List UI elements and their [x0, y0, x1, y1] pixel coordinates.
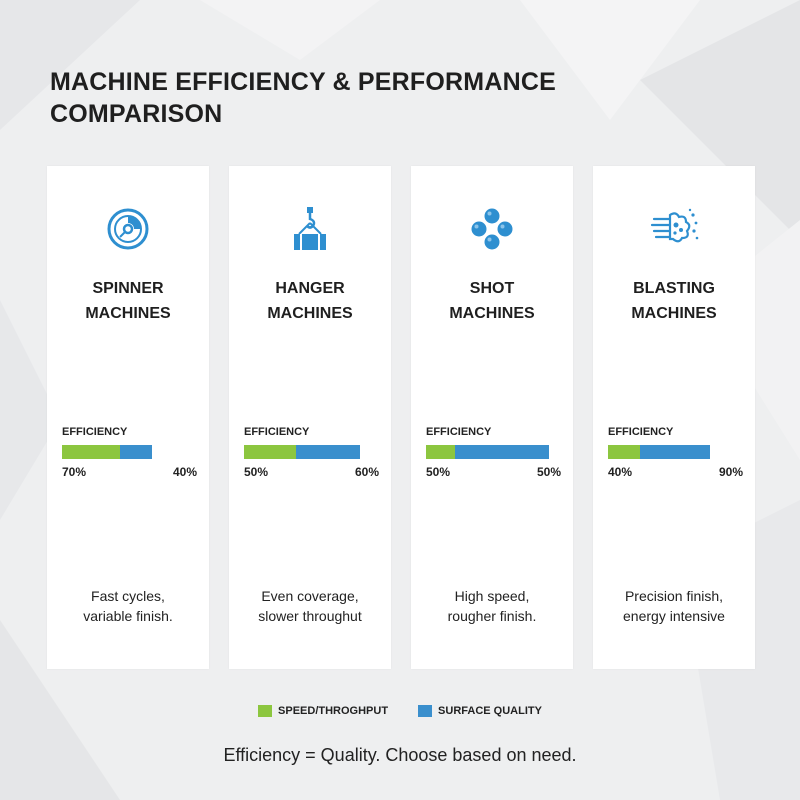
- legend-label-speed: SPEED/THROGHPUT: [278, 705, 389, 717]
- quality-value: 50%: [536, 465, 561, 479]
- speed-bar-segment: [244, 445, 296, 459]
- machine-note-line1: Precision finish,: [624, 588, 724, 604]
- machine-note: Even coverage, slower throughut: [229, 586, 391, 626]
- speed-value: 40%: [608, 465, 633, 479]
- legend-label-quality: SURFACE QUALITY: [438, 705, 542, 717]
- machine-name-line2: MACHINES: [267, 305, 353, 322]
- efficiency-label: EFFICIENCY: [426, 426, 492, 438]
- speed-value: 70%: [62, 465, 87, 479]
- machine-name-line1: SHOT: [469, 280, 515, 297]
- legend-item-speed: SPEED/THROGHPUT: [258, 705, 388, 717]
- machine-card: BLASTING MACHINES EFFICIENCY 40% 90% Pre…: [593, 166, 755, 669]
- machine-card: HANGER MACHINES EFFICIENCY 50% 60% Even …: [229, 166, 391, 669]
- machine-name-line2: MACHINES: [631, 305, 717, 322]
- machine-note: Fast cycles, variable finish.: [47, 586, 209, 626]
- speed-value: 50%: [426, 465, 451, 479]
- efficiency-bar: [426, 445, 549, 459]
- page-title: MACHINE EFFICIENCY & PERFORMANCE COMPARI…: [50, 68, 556, 128]
- hanger-hook-icon: [282, 201, 338, 257]
- quality-value: 90%: [718, 465, 743, 479]
- chart-legend: SPEED/THROGHPUT SURFACE QUALITY: [0, 705, 800, 717]
- speed-value: 50%: [244, 465, 269, 479]
- machine-card: SHOT MACHINES EFFICIENCY 50% 50% High sp…: [411, 166, 573, 669]
- efficiency-bar: [244, 445, 360, 459]
- machine-name: HANGER MACHINES: [229, 276, 391, 326]
- machine-note-line2: slower throughut: [258, 608, 362, 624]
- shot-balls-icon: [464, 201, 520, 257]
- legend-swatch-speed: [258, 705, 273, 717]
- machine-note-line1: High speed,: [454, 588, 530, 604]
- machine-name: BLASTING MACHINES: [593, 276, 755, 326]
- efficiency-bar: [608, 445, 710, 459]
- efficiency-label: EFFICIENCY: [244, 426, 310, 438]
- machine-name-line1: SPINNER: [92, 280, 164, 297]
- quality-value: 40%: [172, 465, 197, 479]
- quality-value: 60%: [354, 465, 379, 479]
- machine-note-line2: rougher finish.: [447, 608, 537, 624]
- machine-name: SHOT MACHINES: [411, 276, 573, 326]
- machine-card: SPINNER MACHINES EFFICIENCY 70% 40% Fast…: [47, 166, 209, 669]
- machine-note-line1: Fast cycles,: [91, 588, 165, 604]
- machine-note-line2: variable finish.: [83, 608, 173, 624]
- efficiency-bar: [62, 445, 152, 459]
- blast-spray-icon: [646, 201, 702, 257]
- quality-bar-segment: [120, 445, 152, 459]
- legend-swatch-quality: [418, 705, 433, 717]
- machine-name-line1: BLASTING: [633, 280, 715, 297]
- machine-note: Precision finish, energy intensive: [593, 586, 755, 626]
- machine-note-line1: Even coverage,: [261, 588, 359, 604]
- machine-name-line2: MACHINES: [449, 305, 535, 322]
- speed-bar-segment: [426, 445, 455, 459]
- disc-icon: [100, 201, 156, 257]
- speed-bar-segment: [62, 445, 120, 459]
- speed-bar-segment: [608, 445, 640, 459]
- quality-bar-segment: [455, 445, 549, 459]
- quality-bar-segment: [640, 445, 710, 459]
- efficiency-label: EFFICIENCY: [62, 426, 128, 438]
- machine-note: High speed, rougher finish.: [411, 586, 573, 626]
- machine-note-line2: energy intensive: [623, 608, 725, 624]
- machine-name-line2: MACHINES: [85, 305, 171, 322]
- machine-name: SPINNER MACHINES: [47, 276, 209, 326]
- footer-note: Efficiency = Quality. Choose based on ne…: [223, 745, 577, 765]
- quality-bar-segment: [296, 445, 360, 459]
- efficiency-label: EFFICIENCY: [608, 426, 674, 438]
- legend-item-quality: SURFACE QUALITY: [418, 705, 542, 717]
- machine-name-line1: HANGER: [275, 280, 345, 297]
